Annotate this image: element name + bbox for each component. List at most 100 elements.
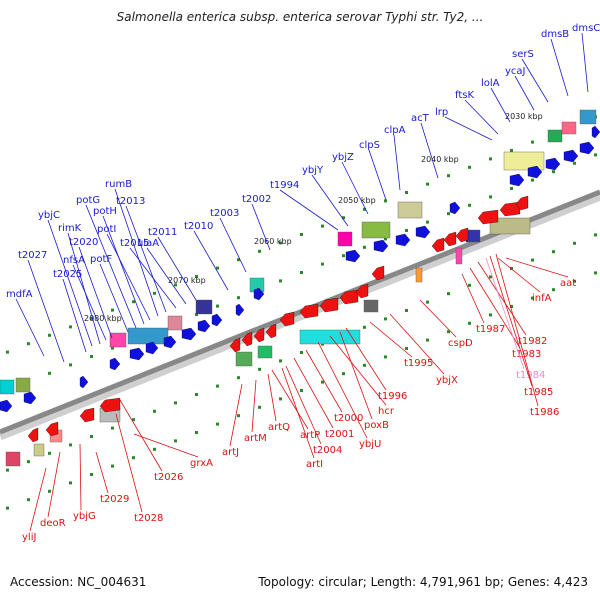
- reverse-gene-arrow[interactable]: [45, 421, 59, 437]
- gene-label-rumB[interactable]: rumB: [105, 179, 132, 190]
- gene-label-infA[interactable]: infA: [532, 293, 552, 304]
- forward-gene-arrow[interactable]: [579, 141, 595, 155]
- gene-label-ybjG[interactable]: ybjG: [73, 511, 96, 522]
- gene-label-t2026[interactable]: t2026: [154, 472, 183, 483]
- reverse-gene-arrow[interactable]: [253, 327, 265, 343]
- gene-label-t1982[interactable]: t1982: [518, 336, 547, 347]
- reverse-gene-arrow[interactable]: [299, 303, 319, 319]
- forward-gene-arrow[interactable]: [373, 239, 389, 253]
- forward-gene-arrow[interactable]: [415, 225, 431, 239]
- gene-label-mdfA[interactable]: mdfA: [6, 289, 33, 300]
- gene-label-t2029[interactable]: t2029: [100, 494, 129, 505]
- reverse-gene-arrow[interactable]: [355, 283, 369, 299]
- gene-label-t2013[interactable]: t2013: [116, 196, 145, 207]
- gene-label-t2027[interactable]: t2027: [18, 250, 47, 261]
- forward-gene-arrow[interactable]: [197, 319, 211, 333]
- gene-label-serS[interactable]: serS: [512, 49, 534, 60]
- gene-label-t1985[interactable]: t1985: [524, 387, 553, 398]
- reverse-gene-arrow[interactable]: [339, 289, 359, 305]
- gene-label-t2000[interactable]: t2000: [334, 413, 363, 424]
- gene-label-poxB[interactable]: poxB: [364, 420, 389, 431]
- gene-label-ybjZ[interactable]: ybjZ: [332, 152, 354, 163]
- forward-gene-arrow[interactable]: [23, 391, 37, 405]
- gene-label-hcr[interactable]: hcr: [378, 406, 395, 417]
- reverse-gene-arrow[interactable]: [477, 209, 499, 225]
- gene-label-t1987[interactable]: t1987: [476, 324, 505, 335]
- gene-label-t2020[interactable]: t2020: [69, 237, 98, 248]
- gene-label-ybjC[interactable]: ybjC: [38, 210, 60, 221]
- reverse-gene-arrow[interactable]: [455, 227, 469, 243]
- gene-label-acT[interactable]: acT: [411, 113, 430, 124]
- forward-gene-arrow[interactable]: [563, 149, 579, 163]
- gene-label-potH[interactable]: potH: [93, 206, 117, 217]
- gene-label-t2015[interactable]: t2015: [120, 238, 149, 249]
- gene-label-potF[interactable]: potF: [90, 254, 112, 265]
- gene-label-t2025[interactable]: t2025: [53, 269, 82, 280]
- gene-label-t2002[interactable]: t2002: [242, 194, 271, 205]
- gene-label-dmsB[interactable]: dmsB: [541, 29, 569, 40]
- gene-label-yliJ[interactable]: yliJ: [22, 532, 36, 543]
- forward-gene-arrow[interactable]: [109, 357, 121, 371]
- forward-gene-arrow[interactable]: [211, 313, 223, 327]
- gene-label-artI[interactable]: artI: [306, 459, 323, 470]
- reverse-gene-arrow[interactable]: [229, 337, 241, 353]
- gene-label-clpS[interactable]: clpS: [359, 140, 380, 151]
- reverse-gene-arrow[interactable]: [79, 407, 95, 423]
- forward-gene-arrow[interactable]: [253, 287, 265, 301]
- gene-label-t1994[interactable]: t1994: [270, 180, 299, 191]
- gene-label-potG[interactable]: potG: [76, 195, 100, 206]
- forward-gene-arrow[interactable]: [163, 335, 177, 349]
- gene-label-ulaA[interactable]: ulaA: [137, 238, 159, 249]
- gene-label-t2028[interactable]: t2028: [134, 513, 163, 524]
- reverse-gene-arrow[interactable]: [371, 265, 385, 281]
- forward-gene-arrow[interactable]: [527, 165, 543, 179]
- gene-label-rimK[interactable]: rimK: [58, 223, 82, 234]
- gene-label-artQ[interactable]: artQ: [268, 422, 290, 433]
- gene-label-artJ[interactable]: artJ: [222, 447, 239, 458]
- gene-label-ycaJ[interactable]: ycaJ: [505, 66, 526, 77]
- reverse-gene-arrow[interactable]: [499, 201, 521, 217]
- gene-label-t1995[interactable]: t1995: [404, 358, 433, 369]
- forward-gene-arrow[interactable]: [129, 347, 145, 361]
- reverse-gene-arrow[interactable]: [241, 331, 253, 347]
- gene-label-potI[interactable]: potI: [97, 224, 116, 235]
- gene-label-ybjY[interactable]: ybjY: [302, 165, 324, 176]
- reverse-gene-arrow[interactable]: [515, 195, 529, 211]
- forward-gene-arrow[interactable]: [145, 341, 159, 355]
- gene-label-t1986[interactable]: t1986: [530, 407, 559, 418]
- gene-label-lolA[interactable]: lolA: [481, 78, 500, 89]
- gene-label-t1996[interactable]: t1996: [378, 391, 407, 402]
- gene-label-dmsC[interactable]: dmsC: [572, 23, 600, 34]
- gene-label-t2011[interactable]: t2011: [148, 227, 177, 238]
- gene-label-aat[interactable]: aat: [560, 278, 576, 289]
- forward-gene-arrow[interactable]: [509, 173, 525, 187]
- reverse-gene-arrow[interactable]: [27, 427, 39, 443]
- gene-label-t2010[interactable]: t2010: [184, 221, 213, 232]
- forward-gene-arrow[interactable]: [181, 327, 197, 341]
- gene-label-artM[interactable]: artM: [244, 433, 267, 444]
- reverse-gene-arrow[interactable]: [431, 237, 445, 253]
- gene-label-t2001[interactable]: t2001: [325, 429, 354, 440]
- gene-label-t2004[interactable]: t2004: [313, 445, 342, 456]
- forward-gene-arrow[interactable]: [0, 399, 13, 413]
- gene-label-t2003[interactable]: t2003: [210, 208, 239, 219]
- gene-label-artP[interactable]: artP: [300, 430, 320, 441]
- reverse-gene-arrow[interactable]: [279, 311, 295, 327]
- forward-gene-arrow[interactable]: [395, 233, 411, 247]
- gene-label-ftsK[interactable]: ftsK: [455, 90, 474, 101]
- forward-gene-arrow[interactable]: [345, 249, 361, 263]
- gene-label-ybjU[interactable]: ybjU: [359, 439, 381, 450]
- forward-gene-arrow[interactable]: [235, 303, 245, 317]
- gene-label-lrp[interactable]: lrp: [435, 107, 448, 118]
- forward-gene-arrow[interactable]: [591, 125, 600, 139]
- gene-label-nfsA[interactable]: nfsA: [63, 255, 85, 266]
- reverse-gene-arrow[interactable]: [265, 323, 277, 339]
- gene-label-cspD[interactable]: cspD: [448, 338, 473, 349]
- forward-gene-arrow[interactable]: [449, 201, 461, 215]
- reverse-gene-arrow[interactable]: [319, 297, 339, 313]
- gene-label-t1983[interactable]: t1983: [512, 349, 541, 360]
- gene-label-ybjX[interactable]: ybjX: [436, 375, 458, 386]
- gene-label-t1984[interactable]: t1984: [516, 370, 545, 381]
- forward-gene-arrow[interactable]: [545, 157, 561, 171]
- gene-label-deoR[interactable]: deoR: [40, 518, 66, 529]
